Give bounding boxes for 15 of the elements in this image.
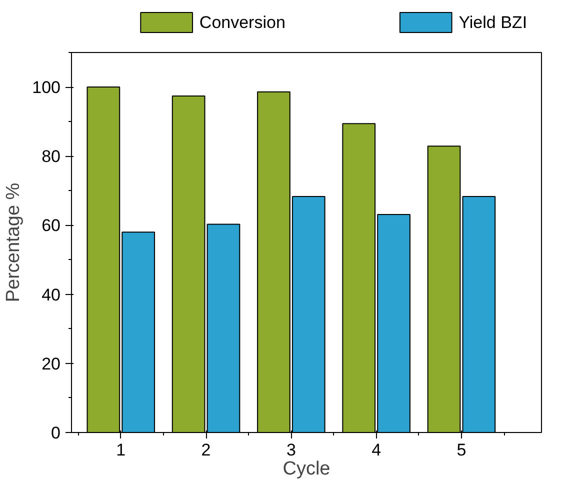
x-axis-title: Cycle [282,458,330,480]
y-tick-label: 40 [42,285,61,304]
y-tick-label: 20 [42,354,61,374]
y-tick-label: 60 [42,216,61,236]
y-tick-label: 0 [51,424,61,442]
x-tick-label: 4 [372,440,382,460]
y-axis-title: Percentage % [3,182,24,302]
y-tick-label: 80 [42,147,61,166]
x-tick-label: 1 [116,440,126,460]
x-tick-label: 2 [201,440,211,460]
x-tick-label: 3 [286,440,296,460]
legend-label: Yield BZI [458,13,528,32]
y-tick-label: 100 [32,78,61,98]
x-tick-label: 5 [456,440,466,460]
legend-label: Conversion [199,13,286,32]
